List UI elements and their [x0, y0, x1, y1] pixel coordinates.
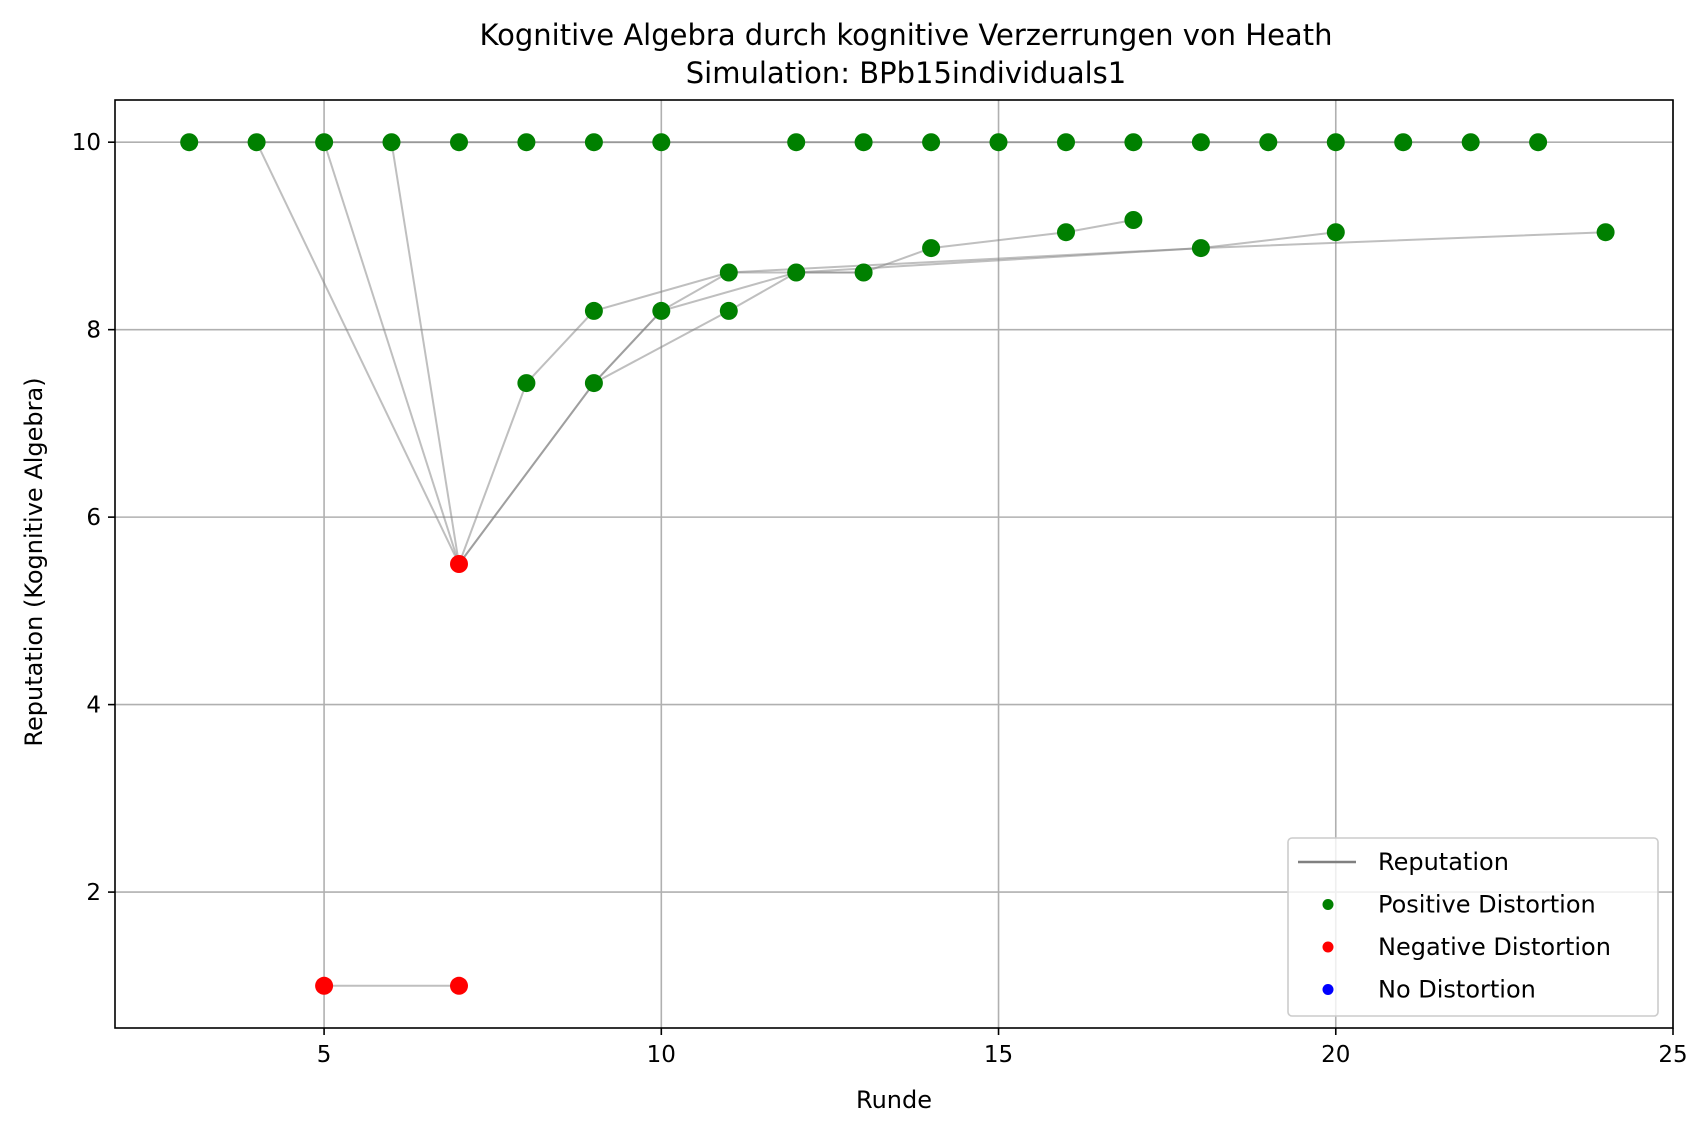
legend-label: Positive Distortion: [1378, 891, 1596, 919]
point-positive-distortion: [584, 374, 603, 393]
x-tick-label: 5: [317, 1042, 332, 1068]
legend-marker-swatch: [1322, 941, 1334, 953]
legend-label: Negative Distortion: [1378, 933, 1611, 961]
point-positive-distortion: [1326, 223, 1345, 242]
legend-marker-swatch: [1322, 984, 1334, 995]
point-positive-distortion: [719, 301, 738, 320]
point-positive-distortion: [787, 133, 806, 152]
point-negative-distortion: [450, 976, 468, 995]
point-positive-distortion: [1529, 133, 1548, 152]
plot-frame: [114, 99, 1674, 1029]
point-negative-distortion: [450, 555, 468, 573]
x-tick-label: 25: [1658, 1042, 1687, 1068]
point-positive-distortion: [922, 239, 941, 258]
point-positive-distortion: [584, 301, 603, 320]
reputation-line: [255, 141, 460, 565]
y-tick-label: 10: [72, 130, 101, 156]
point-negative-distortion: [315, 976, 334, 995]
reputation-line: [458, 231, 1606, 565]
point-positive-distortion: [652, 301, 671, 320]
point-positive-distortion: [180, 133, 199, 152]
y-tick-label: 6: [86, 505, 101, 531]
point-positive-distortion: [450, 133, 468, 152]
point-positive-distortion: [247, 133, 266, 152]
point-positive-distortion: [382, 133, 401, 152]
point-positive-distortion: [1191, 239, 1210, 258]
y-axis-label: Reputation (Kognitive Algebra): [20, 377, 48, 746]
legend-label: No Distortion: [1378, 976, 1536, 1004]
x-tick-label: 20: [1321, 1042, 1350, 1068]
chart-title: Kognitive Algebra durch kognitive Verzer…: [480, 18, 1333, 52]
reputation-line: [390, 142, 460, 565]
legend-label: Reputation: [1378, 848, 1509, 876]
x-axis-label: Runde: [856, 1086, 932, 1114]
point-positive-distortion: [1326, 133, 1345, 152]
point-positive-distortion: [1191, 133, 1210, 152]
point-positive-distortion: [787, 263, 806, 282]
point-positive-distortion: [989, 133, 1008, 152]
point-positive-distortion: [1057, 133, 1075, 152]
x-axis-ticks: 5 10 15 20 25: [317, 1028, 1688, 1068]
point-positive-distortion: [922, 133, 941, 152]
point-positive-distortion: [1259, 133, 1278, 152]
point-positive-distortion: [719, 263, 738, 282]
y-tick-label: 2: [86, 880, 101, 906]
point-positive-distortion: [315, 133, 334, 152]
point-positive-distortion: [1057, 223, 1075, 242]
legend-marker-swatch: [1322, 899, 1334, 910]
x-tick-label: 10: [647, 1042, 676, 1068]
point-positive-distortion: [584, 133, 603, 152]
point-positive-distortion: [652, 133, 671, 152]
point-positive-distortion: [854, 263, 873, 282]
point-positive-distortion: [517, 374, 536, 393]
reputation-line: [323, 141, 460, 565]
x-tick-label: 15: [984, 1042, 1013, 1068]
point-positive-distortion: [1124, 133, 1143, 152]
y-axis-ticks: 2 4 6 8 10: [72, 130, 115, 906]
data-points: [180, 133, 1615, 995]
point-positive-distortion: [854, 133, 873, 152]
point-positive-distortion: [1394, 133, 1413, 152]
point-positive-distortion: [1124, 211, 1143, 229]
legend: Reputation Positive Distortion Negative Di…: [1287, 837, 1659, 1017]
point-positive-distortion: [517, 133, 536, 152]
legend-box: [1287, 837, 1659, 1017]
point-positive-distortion: [1461, 133, 1480, 152]
reputation-line: [593, 271, 864, 384]
y-tick-label: 8: [86, 318, 101, 344]
chart-subtitle: Simulation: BPb15individuals1: [686, 56, 1126, 90]
point-positive-distortion: [1596, 223, 1615, 242]
y-tick-label: 4: [86, 693, 101, 719]
